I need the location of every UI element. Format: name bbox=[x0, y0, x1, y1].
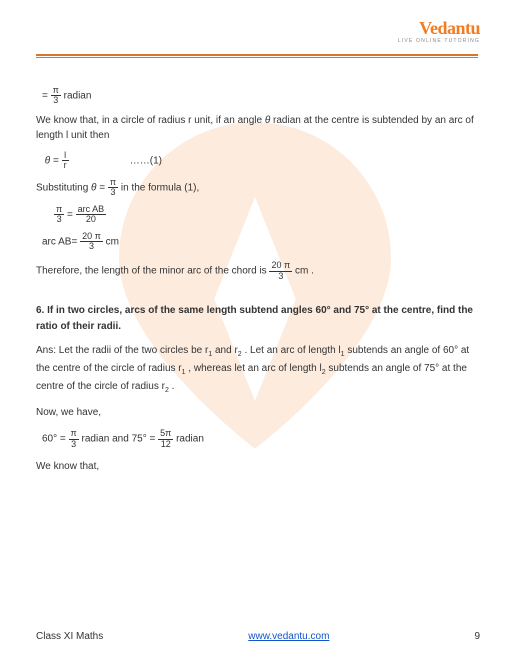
den: r bbox=[62, 161, 69, 170]
answer-4: We know that, bbox=[36, 459, 478, 475]
footer-left: Class XI Maths bbox=[36, 631, 103, 642]
line-5: Therefore, the length of the minor arc o… bbox=[36, 261, 478, 281]
logo-text: Vedantu bbox=[398, 18, 480, 39]
logo-name: Vedantu bbox=[419, 18, 480, 38]
content: = π3 radian We know that, in a circle of… bbox=[36, 86, 478, 475]
frac-lr: lr bbox=[62, 151, 69, 171]
header-rule bbox=[36, 54, 478, 58]
answer-3: 60° = π3 radian and 75° = 5π12 radian bbox=[42, 429, 478, 449]
line-2: We know that, in a circle of radius r un… bbox=[36, 113, 478, 144]
t: arc AB= bbox=[42, 236, 80, 247]
den: 3 bbox=[80, 242, 103, 251]
t: and r bbox=[212, 345, 238, 356]
t: , whereas let an arc of length l bbox=[186, 363, 322, 374]
den: 3 bbox=[51, 96, 61, 105]
t: = bbox=[64, 209, 75, 220]
equation-1: θ = lr ……(1) bbox=[42, 151, 478, 171]
t: Therefore, the length of the minor arc o… bbox=[36, 266, 269, 277]
t: 60° = bbox=[42, 434, 69, 445]
den: 20 bbox=[76, 215, 107, 224]
answer-2: Now, we have, bbox=[36, 405, 478, 421]
t: radian bbox=[61, 91, 92, 102]
t: in the formula (1), bbox=[118, 182, 199, 193]
t: = bbox=[42, 91, 51, 102]
footer-link[interactable]: www.vedantu.com bbox=[248, 631, 329, 642]
den: 12 bbox=[158, 440, 173, 449]
t: cm . bbox=[292, 266, 314, 277]
t: . bbox=[169, 381, 175, 392]
page-number: 9 bbox=[474, 631, 480, 642]
den: 3 bbox=[269, 272, 292, 281]
t: We know that, in a circle of radius r un… bbox=[36, 115, 265, 126]
frac-pi3c: π3 bbox=[69, 429, 79, 449]
frac-pi3b: π3 bbox=[108, 178, 118, 198]
t: radian bbox=[173, 434, 204, 445]
t: radian and 75° = bbox=[79, 434, 158, 445]
question-6: 6. If in two circles, arcs of the same l… bbox=[36, 303, 478, 334]
line-1: = π3 radian bbox=[42, 86, 478, 106]
equation-2: π3 = arc AB20 bbox=[54, 205, 478, 225]
frac-20pi3b: 20 π3 bbox=[269, 261, 292, 281]
frac-r: arc AB20 bbox=[76, 205, 107, 225]
line-3: Substituting θ = π3 in the formula (1), bbox=[36, 178, 478, 198]
den: 3 bbox=[69, 440, 79, 449]
frac-5pi12: 5π12 bbox=[158, 429, 173, 449]
line-4: arc AB= 20 π3 cm bbox=[42, 232, 478, 252]
t: cm bbox=[103, 236, 119, 247]
t: Substituting bbox=[36, 182, 91, 193]
footer: Class XI Maths www.vedantu.com 9 bbox=[36, 631, 480, 642]
t: Ans: Let the radii of the two circles be… bbox=[36, 345, 208, 356]
answer-1: Ans: Let the radii of the two circles be… bbox=[36, 343, 478, 397]
frac-l: π3 bbox=[54, 205, 64, 225]
t: ……(1) bbox=[130, 155, 162, 166]
den: 3 bbox=[54, 215, 64, 224]
t: θ bbox=[45, 155, 50, 166]
logo: Vedantu LIVE ONLINE TUTORING bbox=[398, 18, 480, 44]
den: 3 bbox=[108, 188, 118, 197]
frac-20pi3: 20 π3 bbox=[80, 232, 103, 252]
frac-pi3: π3 bbox=[51, 86, 61, 106]
t: . Let an arc of length l bbox=[242, 345, 341, 356]
logo-tagline: LIVE ONLINE TUTORING bbox=[398, 38, 480, 44]
